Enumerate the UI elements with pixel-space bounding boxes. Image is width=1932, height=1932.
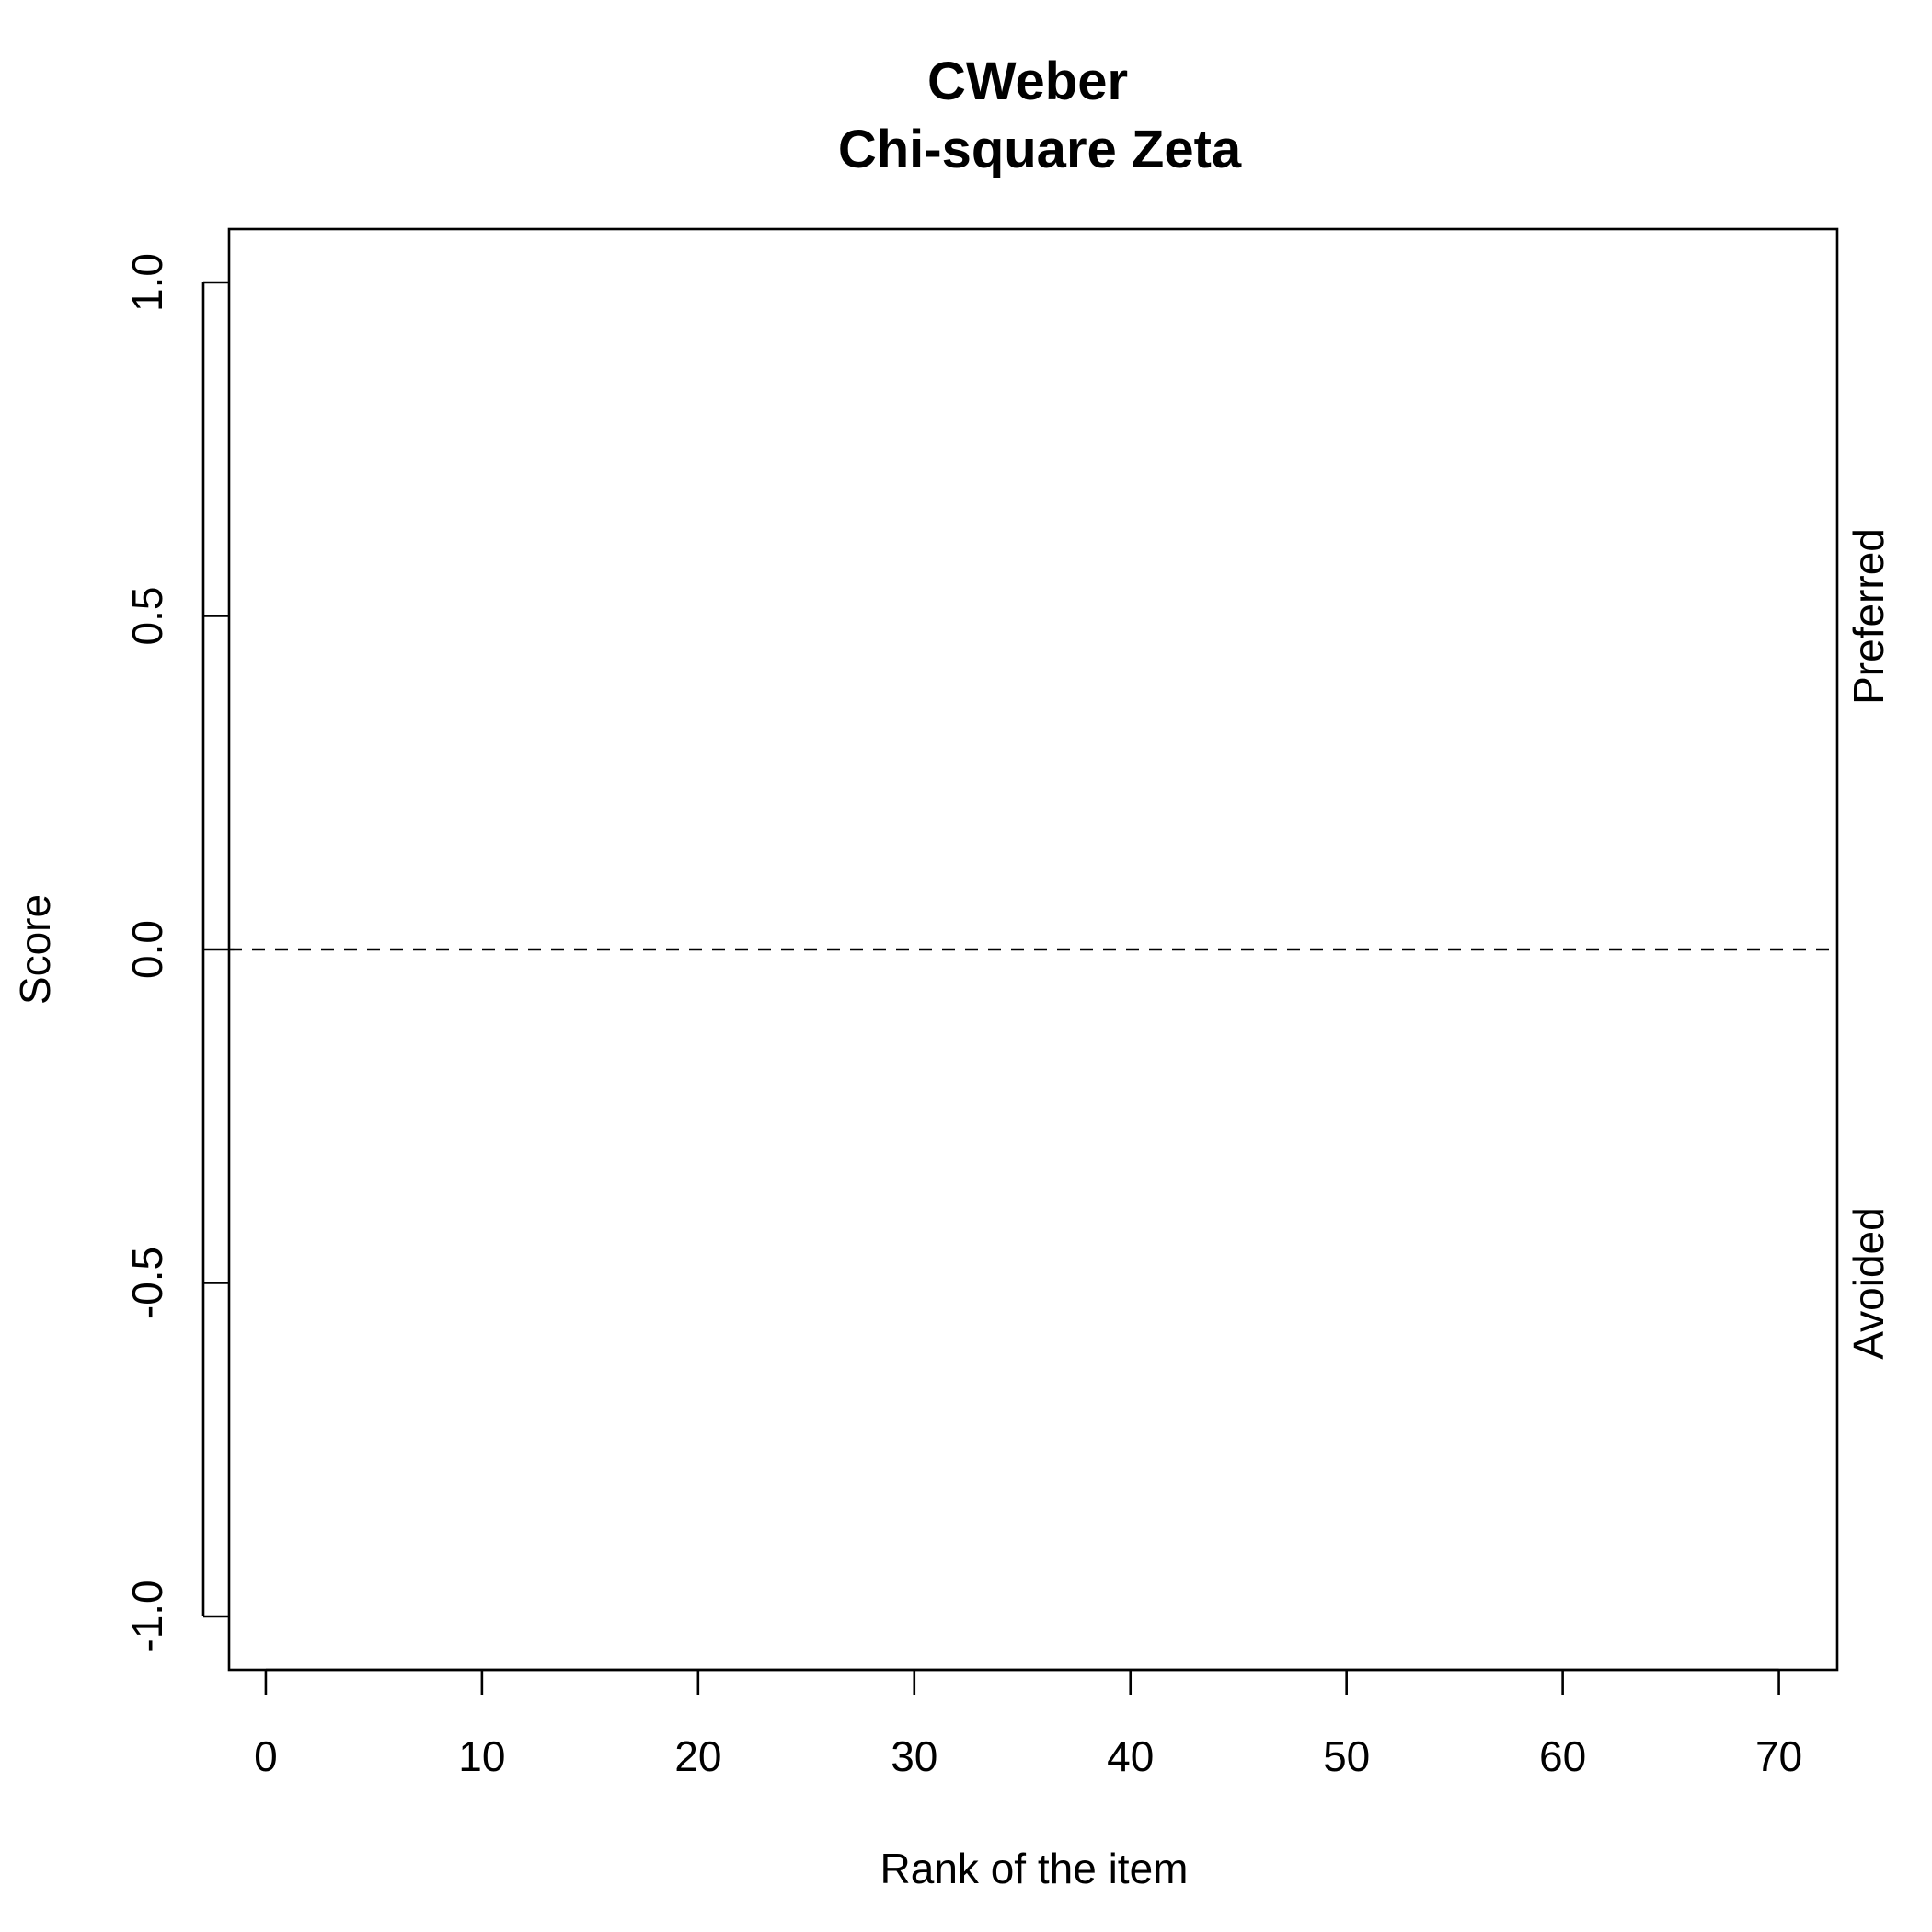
chart-subtitle: Chi-square Zeta — [838, 120, 1242, 179]
preferred-label: Preferred — [1845, 528, 1892, 705]
y-tick-label: -0.5 — [123, 1247, 171, 1319]
y-axis-label: Score — [11, 894, 59, 1005]
x-tick-label: 0 — [254, 1732, 278, 1780]
y-tick-label: 0.5 — [123, 587, 171, 646]
y-tick-label: 1.0 — [123, 253, 171, 312]
y-tick-label: -1.0 — [123, 1580, 171, 1652]
x-tick-label: 30 — [891, 1732, 937, 1780]
y-tick-label: 0.0 — [123, 920, 171, 979]
x-tick-label: 70 — [1755, 1732, 1802, 1780]
x-axis: 0 10 20 30 40 50 60 70 — [254, 1668, 1802, 1780]
x-axis-label: Rank of the item — [880, 1845, 1189, 1892]
x-tick-label: 10 — [458, 1732, 505, 1780]
x-tick-label: 60 — [1539, 1732, 1586, 1780]
x-tick-label: 50 — [1323, 1732, 1370, 1780]
chart-title: CWeber — [927, 52, 1128, 111]
x-tick-label: 20 — [674, 1732, 721, 1780]
x-tick-label: 40 — [1107, 1732, 1154, 1780]
avoided-label: Avoided — [1845, 1207, 1892, 1359]
y-axis: -1.0 -0.5 0.0 0.5 1.0 — [123, 253, 229, 1653]
